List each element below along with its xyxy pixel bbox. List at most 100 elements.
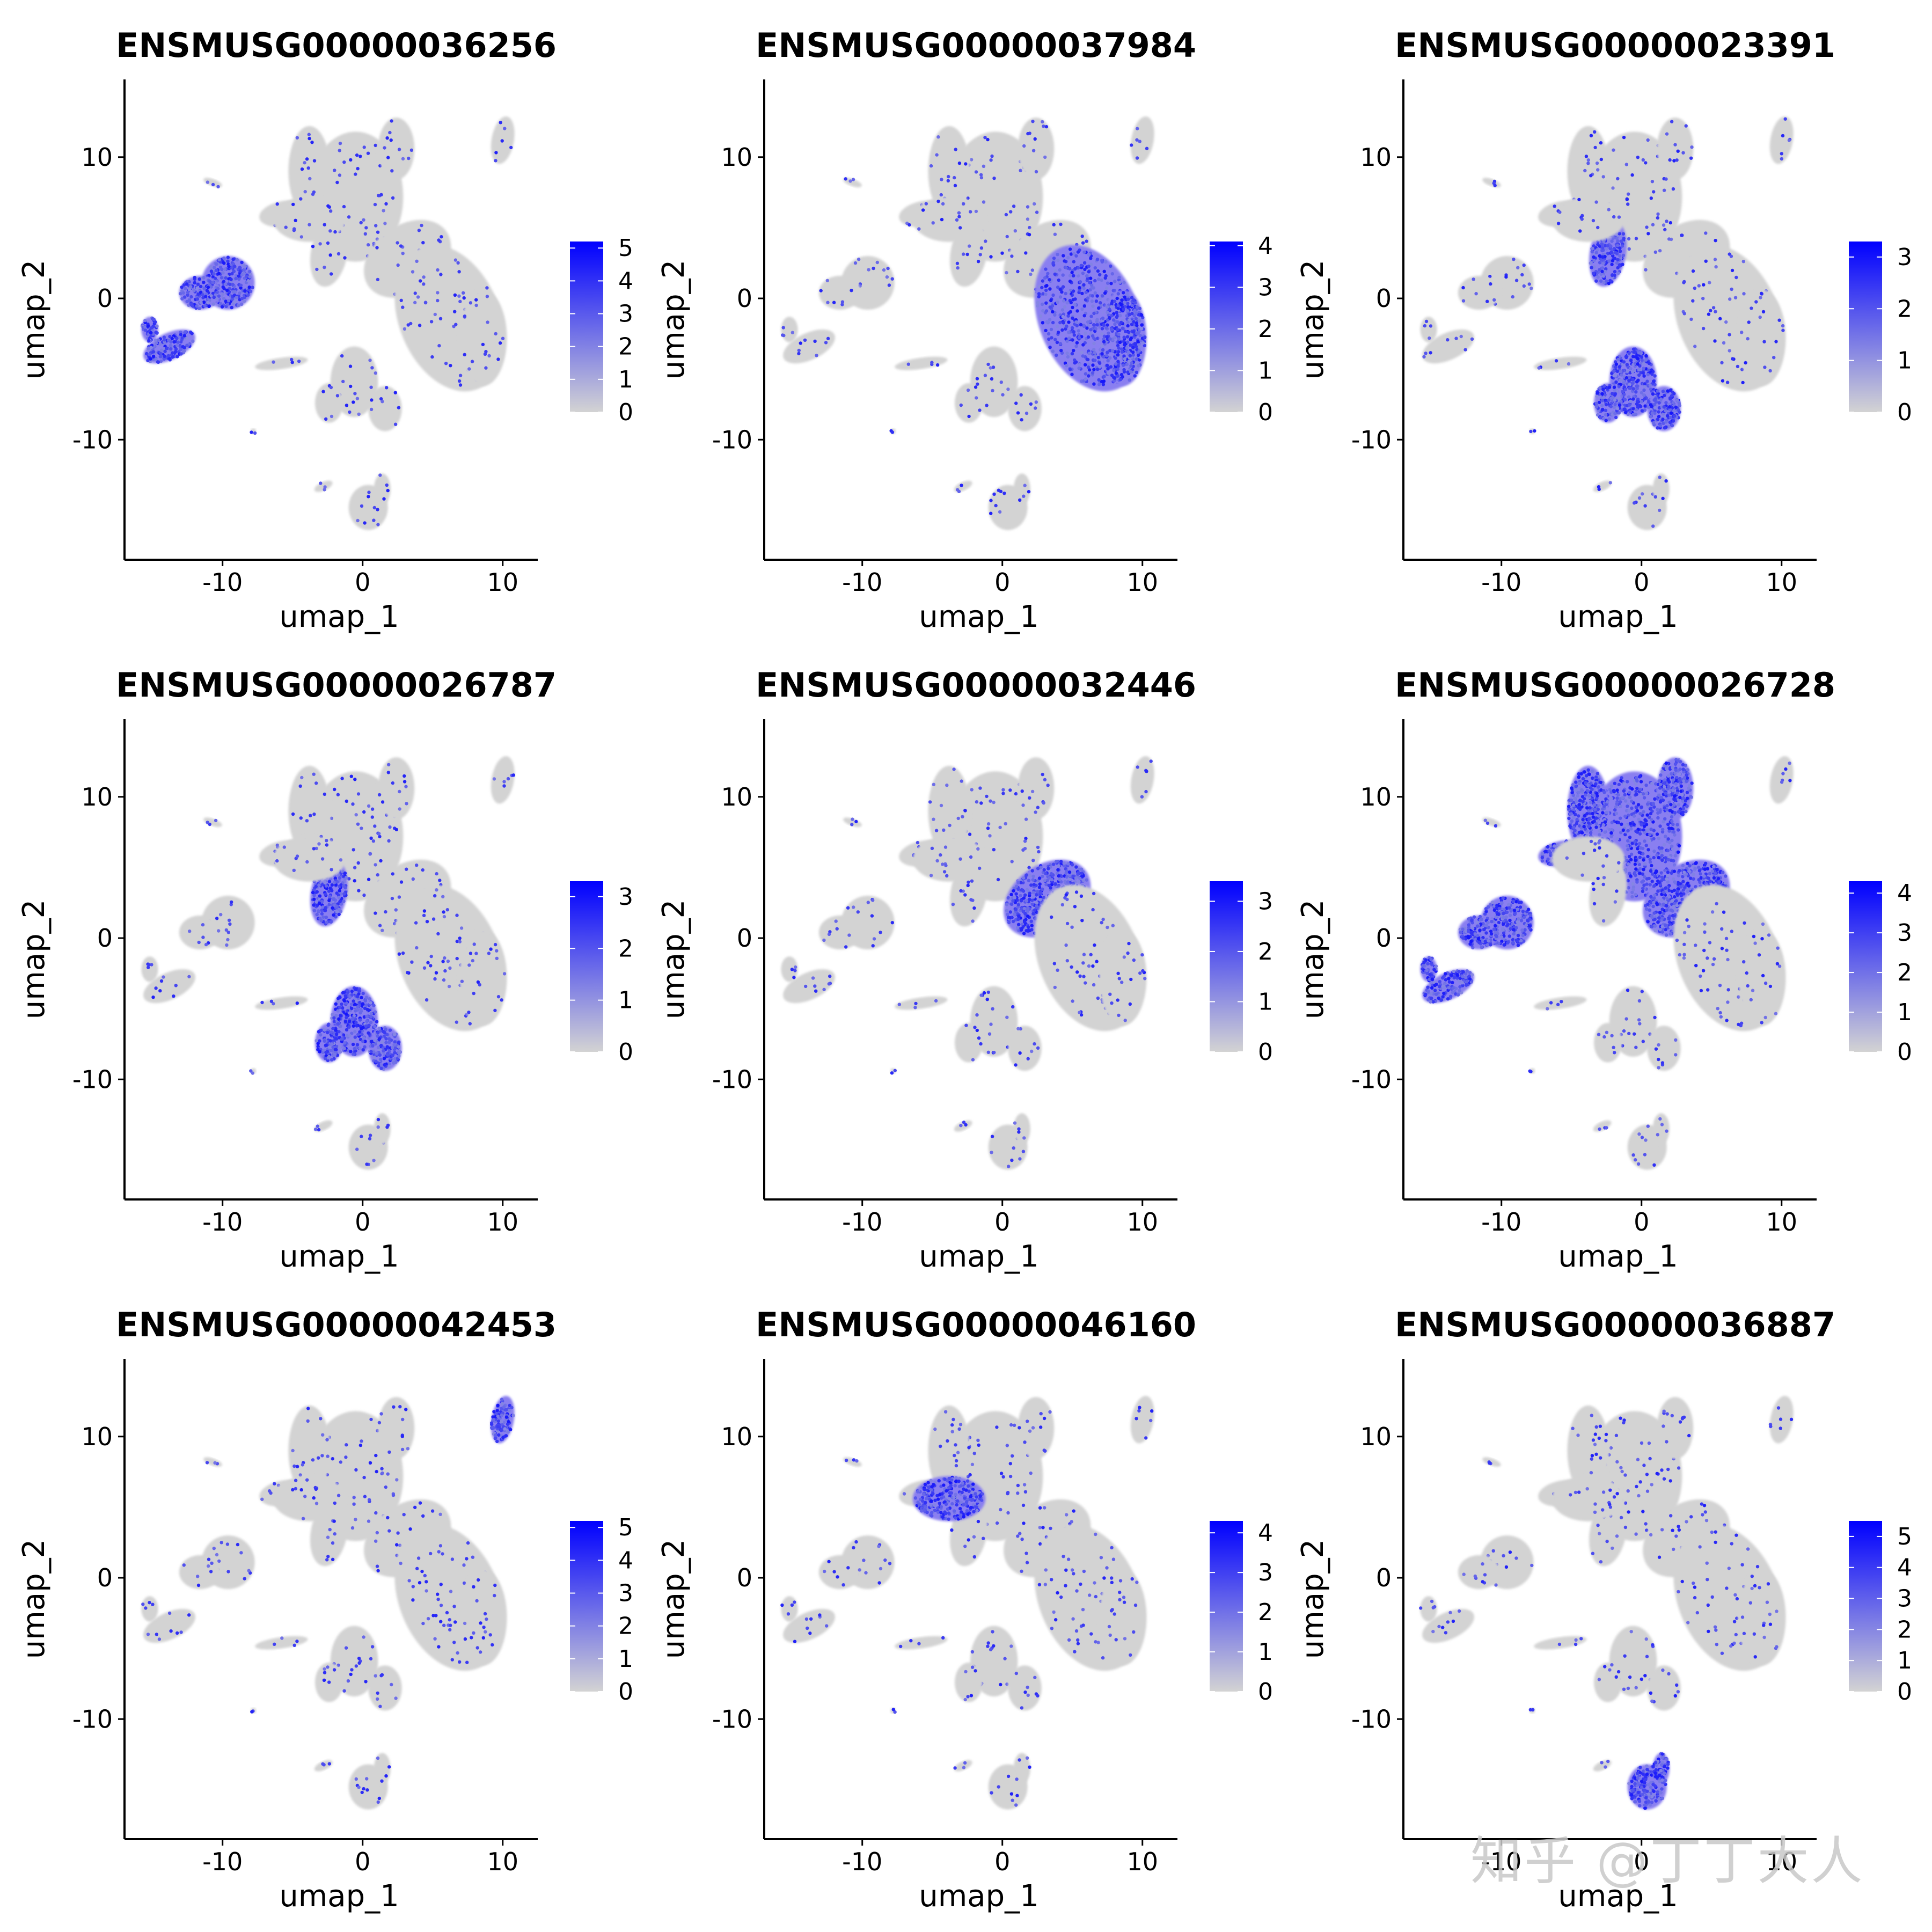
cell-point (1644, 358, 1648, 362)
cell-point (337, 1017, 341, 1021)
cell-point (1127, 941, 1131, 946)
cell-point (979, 993, 983, 997)
cell-point (404, 785, 408, 788)
cell-point (456, 261, 460, 265)
panel-title: ENSMUSG00000026787 (116, 665, 557, 705)
cell-point (936, 200, 940, 203)
cell-point (815, 354, 818, 357)
cell-point (437, 344, 441, 348)
cell-point (1554, 359, 1558, 363)
cell-point (1709, 309, 1713, 312)
cell-point (1635, 380, 1639, 384)
cell-point (190, 332, 194, 335)
cell-point (208, 822, 211, 826)
cell-point (945, 784, 949, 787)
panel-title: ENSMUSG00000036256 (116, 26, 557, 65)
cell-point (1714, 310, 1717, 313)
cell-point (401, 252, 405, 255)
cell-point (1522, 284, 1526, 288)
cell-point (1646, 372, 1650, 377)
cell-point (961, 252, 965, 256)
cell-point (825, 279, 830, 282)
cell-point (1617, 215, 1621, 219)
cell-point (393, 1033, 397, 1036)
cell-point (454, 323, 458, 326)
cell-point (353, 778, 357, 781)
cell-point (1082, 953, 1086, 956)
cell-point (207, 274, 211, 278)
cell-point (317, 883, 321, 887)
cell-point (338, 876, 342, 880)
cell-point (1644, 161, 1648, 165)
cell-point (1116, 360, 1120, 363)
cell-point (292, 868, 296, 873)
cell-point (1060, 328, 1064, 332)
cell-point (345, 1034, 349, 1037)
cell-point (1599, 141, 1603, 145)
cell-point (921, 208, 925, 212)
cell-point (1601, 266, 1605, 270)
cell-point (1122, 368, 1126, 372)
cell-point (1068, 247, 1072, 251)
cell-point (469, 952, 473, 955)
cell-point (1071, 999, 1074, 1003)
cell-point (318, 1039, 321, 1043)
cell-point (1750, 306, 1753, 310)
cell-point (1084, 372, 1088, 376)
cell-point (338, 1006, 342, 1009)
cell-point (1600, 407, 1605, 412)
cell-point (317, 842, 321, 846)
cell-point (343, 256, 347, 260)
cell-point (941, 862, 945, 866)
feature-panel: ENSMUSG00000037984-10 0 10100-10umap_1umap… (656, 26, 1273, 634)
cell-point (499, 121, 502, 125)
cell-point (147, 339, 151, 343)
cell-point (388, 825, 392, 829)
cell-point (1104, 260, 1108, 264)
cell-point (391, 872, 394, 876)
cell-point (379, 1066, 383, 1071)
cell-point (1006, 387, 1010, 391)
cell-point (1051, 261, 1055, 265)
cell-point (1600, 248, 1604, 253)
cell-point (369, 1021, 373, 1024)
cell-point (1087, 374, 1091, 378)
cell-point (1117, 332, 1121, 336)
cell-point (1109, 365, 1113, 369)
cell-point (325, 920, 329, 925)
cell-point (1102, 375, 1106, 378)
cell-point (442, 914, 447, 919)
cell-point (1044, 328, 1048, 333)
cell-point (1622, 385, 1626, 389)
cell-point (1652, 190, 1656, 194)
cell-point (202, 276, 206, 280)
cell-point (325, 839, 328, 843)
cell-point (326, 241, 330, 245)
cell-point (430, 355, 434, 359)
cell-point (1129, 333, 1133, 336)
cell-point (433, 977, 437, 981)
cell-point (998, 825, 1002, 830)
cell-point (342, 999, 346, 1003)
cell-point (1135, 370, 1139, 375)
cell-point (931, 221, 935, 225)
cell-point (204, 292, 208, 296)
cell-point (172, 340, 176, 344)
cell-point (247, 286, 251, 289)
cell-point (495, 949, 499, 953)
cell-point (1614, 380, 1618, 384)
cell-point (962, 202, 965, 206)
cell-point (390, 119, 393, 123)
cell-point (224, 276, 228, 280)
cell-point (438, 879, 442, 882)
cell-point (364, 1003, 368, 1007)
cell-point (321, 390, 325, 393)
cell-point (1124, 330, 1128, 333)
cell-point (376, 873, 379, 877)
cell-point (1053, 985, 1057, 990)
cell-point (1680, 233, 1684, 237)
cell-point (1097, 378, 1101, 382)
cell-point (230, 900, 233, 904)
cell-point (186, 293, 189, 297)
cell-point (1613, 270, 1617, 274)
